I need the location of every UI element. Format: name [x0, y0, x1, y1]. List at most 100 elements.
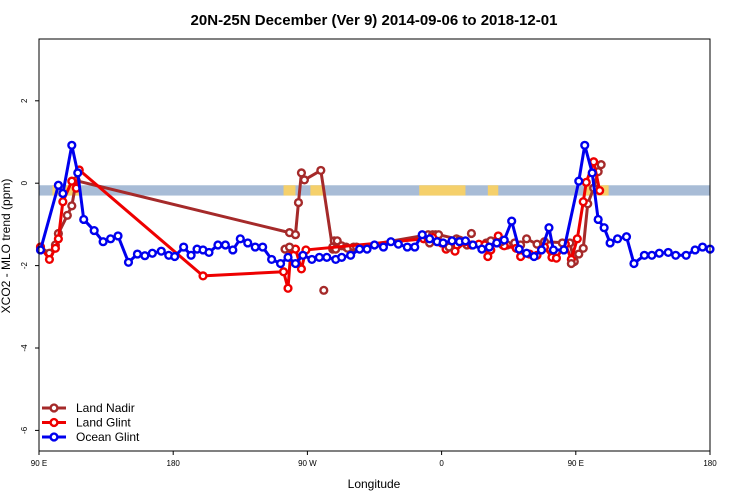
data-point: [322, 252, 332, 262]
data-point: [529, 251, 539, 262]
data-point: [220, 240, 230, 250]
legend-marker: [49, 432, 59, 442]
data-point: [499, 235, 509, 245]
data-point: [346, 250, 356, 260]
data-point: [62, 210, 72, 220]
data-point: [450, 246, 460, 256]
data-point: [67, 176, 77, 186]
data-point: [369, 240, 380, 250]
data-point: [296, 168, 307, 178]
data-point: [697, 242, 708, 252]
data-point: [293, 197, 304, 208]
data-point: [468, 240, 478, 250]
data-point: [551, 253, 562, 263]
data-point: [250, 242, 260, 252]
data-point: [354, 244, 365, 254]
data-point: [386, 237, 396, 247]
data-point: [595, 186, 605, 196]
data-point: [258, 242, 268, 252]
y-axis-label: XCO2 - MLO trend (ppm): [0, 179, 13, 314]
land-segment: [61, 185, 80, 196]
data-point: [314, 252, 324, 262]
data-point: [290, 258, 301, 269]
data-point: [521, 234, 532, 244]
land-ocean-band: [39, 185, 710, 196]
data-point: [319, 285, 329, 295]
data-point: [67, 140, 77, 150]
legend-marker: [49, 417, 59, 428]
x-axis: 90 E 180 90 W 0 90 E 180: [31, 451, 717, 468]
data-point: [548, 245, 559, 255]
data-point: [402, 242, 412, 252]
data-point: [123, 257, 134, 267]
x-tick-label: 90 E: [31, 459, 47, 468]
data-point: [612, 234, 623, 244]
data-point: [156, 246, 166, 256]
data-point: [284, 242, 295, 252]
data-point: [337, 252, 347, 262]
data-point: [690, 245, 700, 255]
data-point: [466, 228, 477, 239]
data-point: [574, 249, 584, 259]
data-point: [654, 248, 664, 258]
data-point: [132, 249, 143, 259]
data-point: [186, 250, 196, 260]
data-point: [671, 250, 681, 260]
data-point: [307, 254, 317, 265]
series-land-glint: [35, 157, 605, 293]
ocean-band: [39, 185, 710, 196]
data-point: [572, 234, 582, 244]
data-point: [362, 244, 372, 254]
data-point: [417, 230, 427, 240]
data-point: [532, 239, 542, 249]
data-point: [447, 236, 457, 246]
data-point: [581, 177, 591, 187]
data-point: [599, 223, 609, 233]
land-segment: [487, 185, 499, 196]
x-tick-label: 180: [703, 459, 717, 468]
data-point: [410, 242, 420, 252]
land-segment: [283, 185, 296, 196]
data-point: [492, 238, 502, 248]
legend-label: Ocean Glint: [76, 430, 140, 444]
data-point: [647, 250, 657, 260]
data-point: [536, 245, 547, 255]
data-point: [73, 168, 83, 178]
series-ocean-glint: [35, 140, 715, 269]
data-point: [578, 197, 588, 207]
data-point: [316, 165, 326, 176]
data-point: [629, 258, 639, 269]
data-point: [663, 247, 673, 258]
data-point: [170, 251, 180, 262]
x-axis-label: Longitude: [348, 477, 401, 491]
data-point: [198, 271, 208, 281]
legend-label: Land Nadir: [76, 401, 135, 415]
data-point: [235, 234, 245, 244]
data-point: [290, 230, 301, 240]
data-point: [179, 242, 189, 252]
data-point: [58, 188, 68, 199]
x-tick-label: 90 W: [298, 459, 317, 468]
data-point: [35, 245, 46, 255]
y-axis: -6 -4 -2 0 2: [20, 98, 39, 434]
data-point: [267, 254, 277, 265]
data-point: [243, 238, 253, 248]
data-point: [299, 175, 310, 185]
data-point: [147, 248, 157, 258]
data-point: [213, 240, 223, 250]
data-point: [605, 238, 615, 248]
data-point: [204, 247, 214, 258]
data-point: [89, 225, 99, 236]
x-tick-label: 0: [439, 459, 444, 468]
data-point: [521, 248, 532, 258]
data-point: [639, 250, 649, 260]
data-point: [438, 238, 448, 248]
data-point: [298, 250, 308, 260]
data-point: [578, 243, 588, 253]
data-point: [283, 252, 293, 262]
data-point: [544, 223, 554, 233]
data-point: [278, 267, 289, 277]
land-segment: [310, 185, 324, 196]
